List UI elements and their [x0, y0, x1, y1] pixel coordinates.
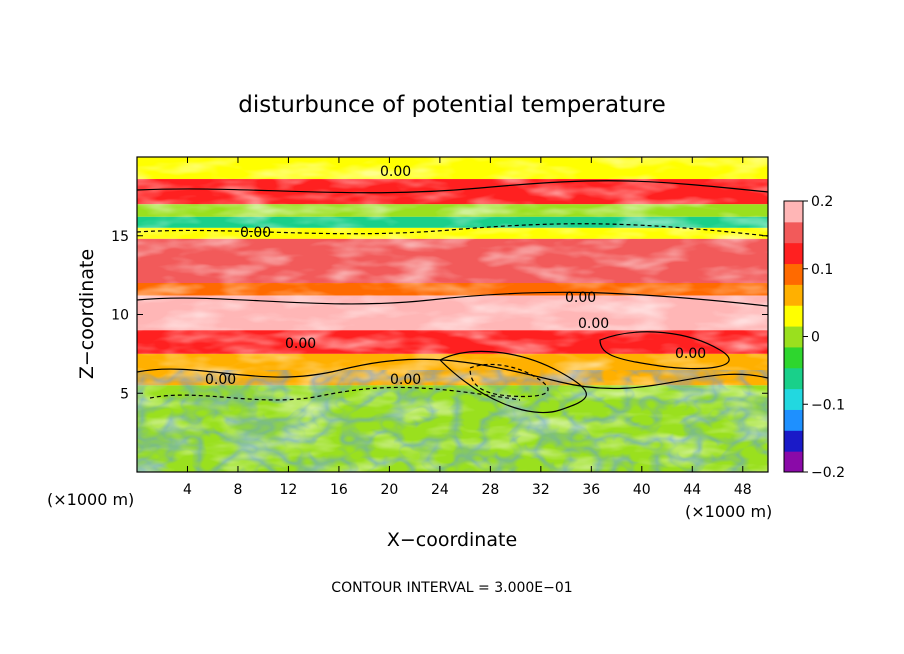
contour-label: 0.00	[285, 336, 316, 352]
x-tick-label: 28	[481, 482, 499, 498]
y-axis-label: Z−coordinate	[76, 249, 98, 379]
colorbar-swatch	[784, 346, 803, 369]
contour-lines	[137, 180, 768, 414]
colorbar-swatch	[784, 430, 803, 452]
colorbar-swatch	[784, 451, 803, 473]
y-tick-label: 5	[120, 386, 129, 402]
contour-label: 0.00	[240, 225, 271, 241]
colorbar-swatch	[784, 242, 803, 265]
x-tick-label: 24	[431, 482, 449, 498]
colorbar-swatch	[784, 326, 803, 348]
x-unit-right: (×1000 m)	[685, 502, 772, 521]
colorbar-ticks: 0.2 0.1 0 −0.1 −0.2	[803, 194, 845, 481]
colorbar-swatch	[784, 409, 803, 431]
contour-label: 0.00	[380, 164, 411, 180]
colorbar-tick-label: −0.1	[811, 397, 845, 413]
x-tick-label: 44	[683, 482, 701, 498]
colorbar-tick-label: −0.2	[811, 465, 845, 481]
colorbar-swatch	[784, 263, 803, 285]
x-axis: 4 8 12 16 20 24 28 32 36 40 44 48	[183, 157, 752, 498]
colorbar-tick-label: 0.1	[811, 262, 833, 278]
contour-label: 0.00	[205, 372, 236, 388]
colorbar-swatch	[784, 221, 803, 244]
x-tick-label: 4	[183, 482, 192, 498]
x-unit-left: (×1000 m)	[47, 490, 134, 509]
colorbar-swatch	[784, 305, 803, 327]
colorbar	[783, 200, 804, 473]
x-tick-label: 8	[233, 482, 242, 498]
chart-title: disturbunce of potential temperature	[238, 92, 666, 118]
contour-labels: 0.00 0.00 0.00 0.00 0.00 0.00 0.00 0.00	[205, 164, 706, 388]
x-axis-label: X−coordinate	[387, 529, 517, 551]
colorbar-swatch	[784, 201, 803, 223]
colorbar-swatch	[784, 388, 803, 410]
contour-label: 0.00	[578, 316, 609, 332]
colorbar-swatch	[784, 284, 803, 306]
x-tick-label: 20	[380, 482, 398, 498]
contour-label: 0.00	[390, 372, 421, 388]
x-tick-label: 48	[734, 482, 752, 498]
x-tick-label: 36	[582, 482, 600, 498]
contour-label: 0.00	[565, 290, 596, 306]
contour-interval-note: CONTOUR INTERVAL = 3.000E−01	[331, 580, 572, 596]
x-tick-label: 32	[532, 482, 550, 498]
x-tick-label: 16	[330, 482, 348, 498]
x-tick-label: 40	[633, 482, 651, 498]
colorbar-tick-label: 0.2	[811, 194, 833, 210]
x-tick-label: 12	[280, 482, 298, 498]
contour-label: 0.00	[675, 346, 706, 362]
colorbar-swatch	[784, 367, 803, 390]
y-tick-label: 15	[111, 229, 129, 245]
colorbar-tick-label: 0	[811, 330, 820, 346]
turbulence-texture-blue	[137, 370, 768, 472]
y-tick-label: 10	[111, 308, 129, 324]
plot-area: 0.00 0.00 0.00 0.00 0.00 0.00 0.00 0.00	[137, 157, 768, 472]
y-axis: 5 10 15	[111, 229, 768, 402]
